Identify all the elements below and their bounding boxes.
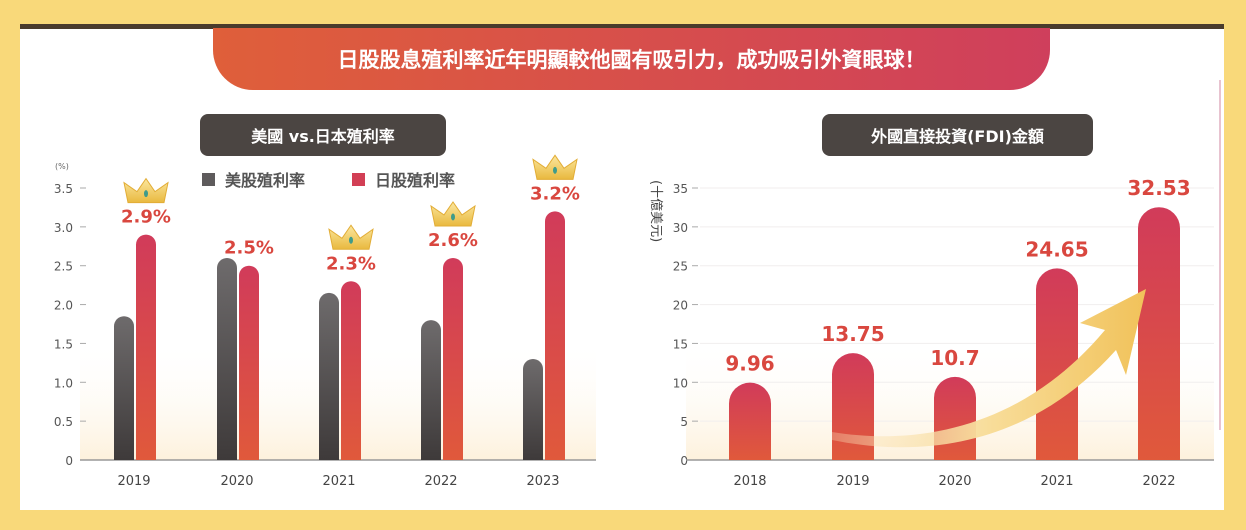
data-label: 13.75 [821, 322, 884, 346]
fdi-bar [832, 353, 874, 460]
y-tick-label: 5 [680, 415, 688, 429]
data-label: 32.53 [1127, 176, 1190, 200]
x-tick-label: 2020 [938, 474, 971, 489]
x-tick-label: 2019 [117, 474, 150, 489]
jp-yield-bar [443, 257, 463, 460]
crown-gem [349, 236, 353, 244]
us-yield-bar [319, 292, 339, 460]
page-title: 日股股息殖利率近年明顯較他國有吸引力，成功吸引外資眼球！ [213, 28, 1050, 90]
jp-yield-bar [341, 281, 362, 460]
x-tick-label: 2018 [733, 474, 766, 489]
jp-yield-bar [136, 234, 156, 460]
data-label: 2.6% [428, 230, 478, 251]
y-axis-unit: (%) [55, 162, 69, 171]
data-label: 2.5% [224, 238, 274, 259]
legend-swatch-jp [352, 173, 365, 186]
divider [1219, 80, 1221, 430]
us-yield-bar [523, 358, 543, 460]
jp-yield-bar [239, 265, 259, 460]
y-tick-label: 1.0 [54, 376, 73, 390]
x-tick-label: 2022 [1142, 474, 1175, 489]
data-label: 2.9% [121, 207, 171, 228]
y-tick-label: 15 [673, 337, 688, 351]
data-label: 9.96 [725, 352, 774, 376]
fdi-bar [1036, 268, 1078, 460]
y-tick-label: 1.5 [54, 337, 73, 351]
y-tick-label: 35 [673, 182, 688, 196]
crown-gem [144, 190, 148, 198]
us-yield-bar [421, 320, 441, 460]
x-tick-label: 2021 [322, 474, 355, 489]
x-tick-label: 2022 [424, 474, 457, 489]
x-tick-label: 2020 [220, 474, 253, 489]
y-tick-label: 10 [673, 376, 688, 390]
y-tick-label: 2.0 [54, 299, 73, 313]
x-tick-label: 2019 [836, 474, 869, 489]
x-tick-label: 2021 [1040, 474, 1073, 489]
data-label: 24.65 [1025, 237, 1088, 261]
crown-gem [553, 166, 557, 174]
y-tick-label: 3.0 [54, 221, 73, 235]
fdi-bar [934, 376, 976, 460]
rising-arrow-icon [832, 289, 1146, 448]
y-tick-label: 0 [65, 454, 73, 468]
y-tick-label: 0 [680, 454, 688, 468]
left-chart-title: 美國 vs.日本殖利率 [200, 114, 446, 156]
legend-label-jp: 日股殖利率 [375, 171, 455, 190]
us-yield-bar [217, 257, 237, 460]
y-tick-label: 0.5 [54, 415, 73, 429]
legend-label-us: 美股殖利率 [225, 171, 305, 190]
fdi-bar [729, 382, 771, 460]
right-chart-title: 外國直接投資(FDI)金額 [822, 114, 1093, 156]
y-tick-label: 25 [673, 260, 688, 274]
data-label: 10.7 [930, 346, 979, 370]
y-axis-label: (十億美元) [648, 180, 664, 242]
x-tick-label: 2023 [526, 474, 559, 489]
y-tick-label: 20 [673, 299, 688, 313]
y-tick-label: 2.5 [54, 260, 73, 274]
us-yield-bar [114, 316, 134, 460]
fdi-bar [1138, 207, 1180, 460]
y-tick-label: 3.5 [54, 182, 73, 196]
data-label: 2.3% [326, 253, 376, 274]
jp-yield-bar [545, 211, 565, 460]
y-tick-label: 30 [673, 221, 688, 235]
crown-gem [451, 213, 455, 221]
data-label: 3.2% [530, 183, 580, 204]
legend-swatch-us [202, 173, 215, 186]
